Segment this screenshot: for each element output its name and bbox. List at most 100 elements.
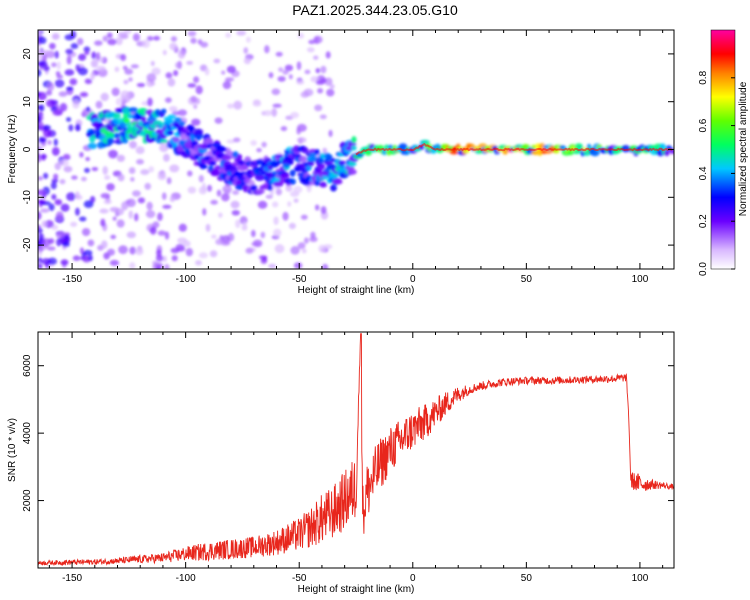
ridge-blob [165, 119, 175, 125]
noise-blob [55, 231, 65, 239]
noise-blob [252, 239, 263, 248]
noise-blob [170, 36, 178, 42]
noise-blob [38, 30, 42, 37]
noise-blob [117, 31, 128, 37]
noise-blob [38, 91, 47, 101]
noise-blob [122, 65, 128, 71]
noise-blob [128, 210, 134, 219]
noise-blob [38, 263, 43, 269]
noise-blob [204, 67, 210, 76]
noise-blob [220, 240, 231, 246]
page-title: PAZ1.2025.344.23.05.G10 [292, 2, 458, 18]
noise-blob [79, 247, 84, 255]
noise-blob [268, 263, 277, 269]
noise-blob [79, 92, 89, 98]
noise-blob [183, 240, 191, 248]
noise-blob [231, 209, 240, 216]
noise-blob [280, 126, 288, 132]
noise-blob [38, 176, 44, 181]
snr-y-tick-label: 4000 [22, 422, 33, 445]
noise-blob [233, 100, 243, 110]
noise-blob [195, 85, 203, 95]
noise-blob [41, 258, 52, 265]
snr-ylabel: SNR (10 * v/v) [7, 418, 18, 482]
noise-blob [107, 38, 117, 46]
noise-blob [164, 231, 170, 240]
colorbar [710, 29, 736, 270]
noise-blob [42, 172, 49, 180]
noise-blob [75, 191, 80, 199]
noise-blob [322, 263, 329, 269]
noise-blob [221, 193, 230, 202]
noise-blob [282, 211, 289, 221]
noise-blob [83, 46, 91, 53]
noise-blob [150, 60, 155, 67]
noise-blob [169, 164, 180, 173]
noise-blob [85, 156, 90, 162]
noise-blob [190, 37, 197, 44]
noise-blob [310, 76, 319, 83]
ridge-blob [193, 154, 200, 160]
noise-blob [256, 147, 262, 153]
noise-blob [273, 228, 282, 237]
noise-blob [65, 48, 74, 55]
noise-blob [112, 216, 117, 221]
ridge-blob [167, 114, 177, 120]
noise-blob [288, 74, 293, 80]
noise-blob [171, 111, 180, 116]
noise-blob [129, 140, 137, 149]
noise-blob [110, 234, 117, 240]
noise-blob [157, 230, 166, 236]
ridge-blob [231, 162, 240, 167]
noise-blob [91, 51, 97, 60]
noise-blob [271, 108, 278, 117]
noise-blob [66, 55, 72, 65]
noise-blob [51, 147, 60, 156]
ridge-blob [326, 154, 333, 159]
noise-blob [38, 256, 43, 264]
noise-blob [193, 76, 200, 84]
noise-blob [198, 174, 204, 183]
ridge-blob [88, 128, 96, 135]
ridge-blob [209, 160, 217, 166]
ridge-blob [279, 173, 290, 179]
noise-blob [129, 246, 136, 255]
noise-blob [58, 91, 68, 97]
ridge-blob [91, 118, 102, 123]
noise-blob [59, 159, 69, 167]
noise-blob [72, 255, 81, 261]
spectrogram-x-tick-label: 100 [632, 274, 649, 285]
ridge-blob [185, 149, 192, 155]
noise-blob [275, 188, 283, 196]
noise-blob [81, 227, 91, 237]
noise-blob [166, 177, 172, 185]
noise-blob [155, 265, 162, 269]
noise-blob [214, 117, 223, 124]
noise-blob [245, 247, 254, 254]
snr-axes: -150 -100 -50 0 50 100 2000 4000 6000 [22, 332, 674, 584]
noise-blob [290, 111, 300, 119]
noise-blob [39, 104, 45, 112]
noise-blob [60, 259, 69, 266]
noise-blob [171, 255, 178, 262]
noise-blob [78, 216, 87, 222]
noise-blob [120, 53, 127, 61]
noise-blob [38, 60, 48, 68]
noise-blob [274, 244, 285, 254]
spectrogram-y-tick-label: 0 [22, 146, 33, 152]
noise-blob [173, 70, 179, 77]
spectrogram-x-tick-label: 0 [410, 274, 416, 285]
colorbar-ticks: 0.0 0.2 0.4 0.6 0.8 [698, 70, 735, 276]
noise-blob [90, 72, 95, 80]
noise-blob [135, 146, 145, 155]
noise-blob [106, 183, 115, 191]
noise-blob [162, 255, 168, 263]
snr-marks [38, 333, 674, 567]
noise-blob [83, 249, 93, 256]
noise-blob [318, 244, 327, 253]
noise-blob [121, 201, 129, 211]
noise-blob [124, 68, 134, 75]
noise-blob [114, 66, 120, 73]
ridge-blob [194, 128, 203, 137]
noise-blob [38, 142, 42, 147]
